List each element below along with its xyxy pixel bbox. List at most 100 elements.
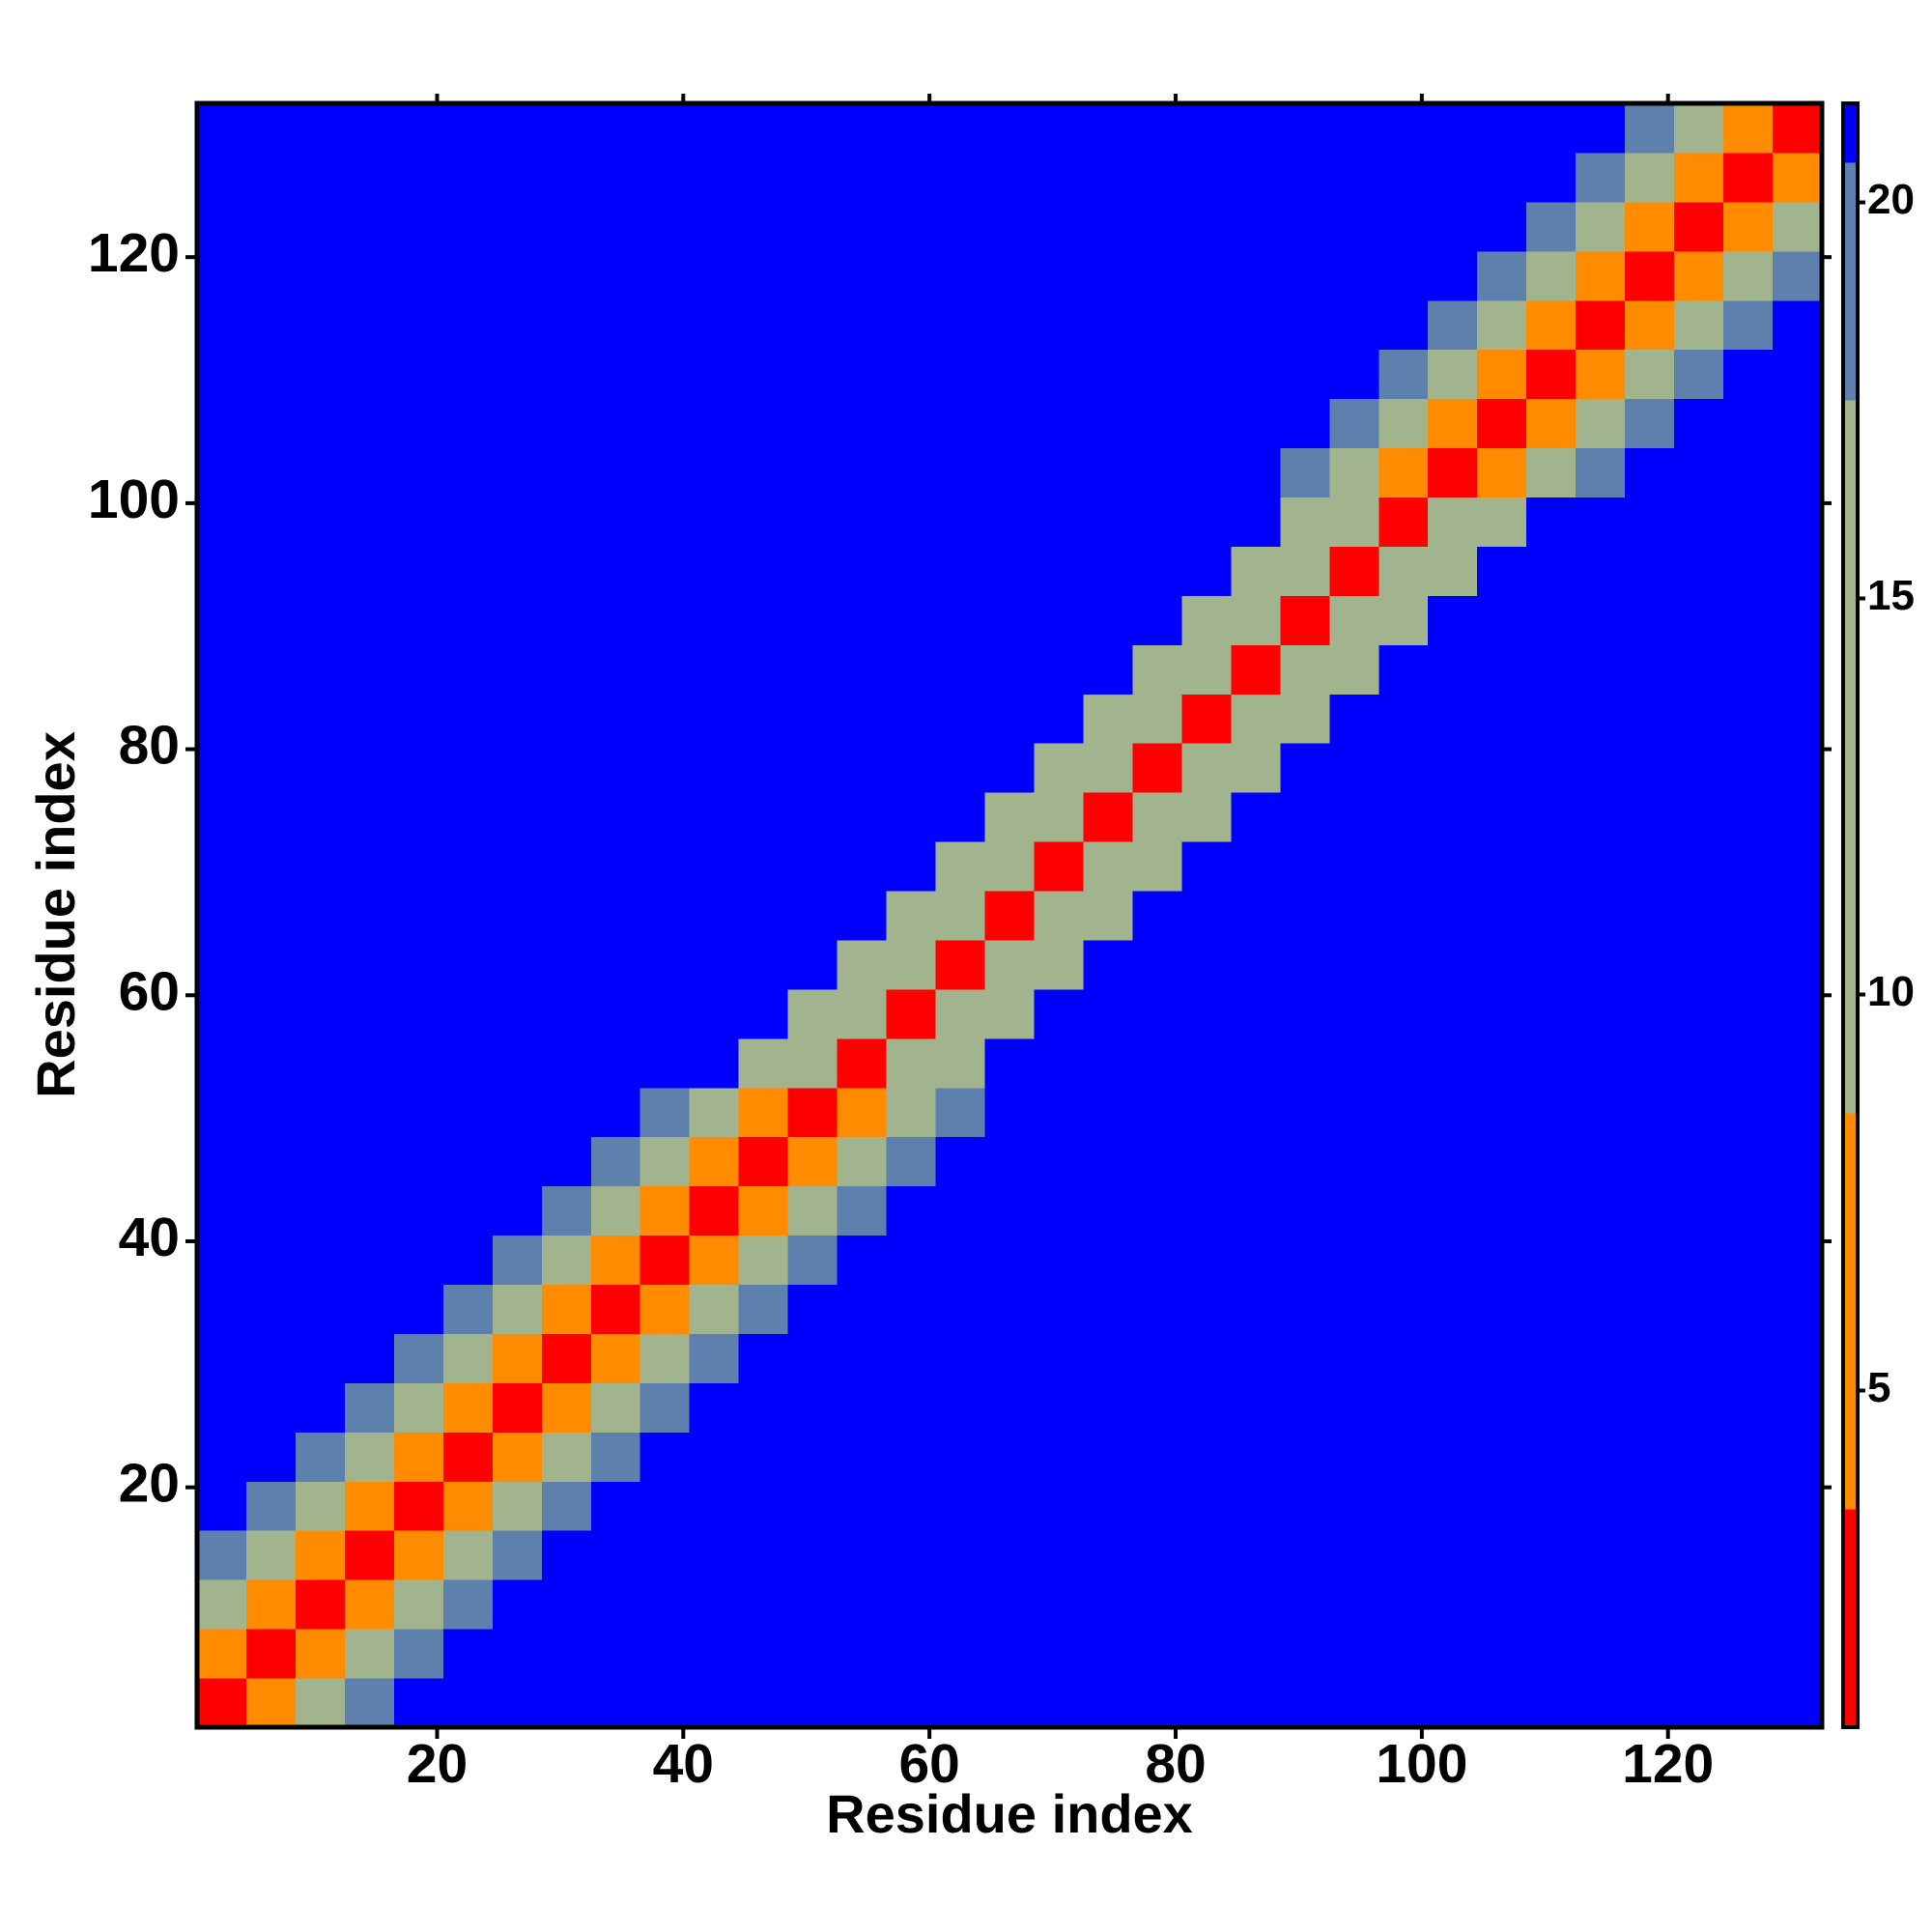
heatmap-cell <box>984 1185 1035 1236</box>
heatmap-cell <box>492 1579 543 1630</box>
heatmap-cell <box>738 939 789 990</box>
heatmap-cell <box>1625 841 1675 892</box>
heatmap-cell <box>886 152 937 203</box>
heatmap-cell <box>1526 1629 1577 1679</box>
heatmap-cell <box>984 103 1035 154</box>
heatmap-cell <box>787 1037 838 1089</box>
heatmap-cell <box>1723 447 1774 498</box>
heatmap-cell <box>1428 595 1478 645</box>
heatmap-cell <box>984 546 1035 596</box>
heatmap-cell <box>1378 1037 1429 1089</box>
heatmap-cell <box>393 103 444 154</box>
heatmap-cell <box>787 988 838 1039</box>
heatmap-cell <box>590 201 641 252</box>
heatmap-cell <box>886 939 937 990</box>
heatmap-cell <box>541 1481 592 1531</box>
heatmap-cell <box>886 743 937 793</box>
heatmap-cell <box>1526 595 1577 645</box>
heatmap-cell <box>492 1087 543 1138</box>
heatmap-cell <box>1181 694 1232 744</box>
heatmap-cell <box>984 841 1035 892</box>
heatmap-cell <box>1280 1481 1330 1531</box>
heatmap-cell <box>197 349 247 400</box>
heatmap-cell <box>1428 1432 1478 1482</box>
heatmap-cell <box>1674 1333 1724 1383</box>
heatmap-cell <box>492 1382 543 1433</box>
heatmap-cell <box>1477 595 1527 645</box>
heatmap-cell <box>1773 349 1823 400</box>
heatmap-cell <box>689 939 740 990</box>
heatmap-cell <box>1576 841 1626 892</box>
heatmap-cell <box>442 1530 494 1580</box>
heatmap-cell <box>492 1530 543 1580</box>
heatmap-cell <box>590 398 641 449</box>
heatmap-cell <box>1625 1185 1675 1236</box>
heatmap-cell <box>295 1235 346 1286</box>
heatmap-cell <box>1723 694 1774 744</box>
heatmap-cell <box>886 1037 937 1089</box>
heatmap-cell <box>442 349 494 400</box>
heatmap-cell <box>442 1037 494 1089</box>
heatmap-cell <box>935 1481 986 1531</box>
heatmap-cell <box>197 1432 247 1482</box>
heatmap-cell <box>639 447 691 498</box>
heatmap-cell <box>689 250 740 301</box>
heatmap-cell <box>590 1678 641 1728</box>
heatmap-cell <box>837 1678 888 1728</box>
heatmap-cell <box>1625 1579 1675 1630</box>
heatmap-cell <box>1674 1530 1724 1580</box>
heatmap-cell <box>1526 1284 1577 1334</box>
heatmap-cell <box>1576 1037 1626 1089</box>
heatmap-cell <box>295 1481 346 1531</box>
heatmap-cell <box>541 1629 592 1679</box>
heatmap-cell <box>1576 546 1626 596</box>
heatmap-cell <box>1378 1579 1429 1630</box>
heatmap-cell <box>1477 546 1527 596</box>
heatmap-cell <box>295 1382 346 1433</box>
heatmap-cell <box>492 694 543 744</box>
heatmap-cell <box>541 694 592 744</box>
heatmap-cell <box>245 1629 297 1679</box>
heatmap-cell <box>393 1333 444 1383</box>
heatmap-cell <box>1132 152 1182 203</box>
heatmap-cell <box>1329 939 1379 990</box>
heatmap-cell <box>1477 1629 1527 1679</box>
heatmap-cell <box>295 349 346 400</box>
heatmap-cell <box>1576 1432 1626 1482</box>
heatmap-cell <box>442 988 494 1039</box>
heatmap-cell <box>1428 1087 1478 1138</box>
heatmap-cell <box>344 1382 395 1433</box>
heatmap-cell <box>295 103 346 154</box>
heatmap-cell <box>1132 743 1182 793</box>
heatmap-cell <box>1576 1136 1626 1187</box>
heatmap-cell <box>1280 988 1330 1039</box>
heatmap-cell <box>245 1037 297 1089</box>
heatmap-cell <box>1773 1333 1823 1383</box>
heatmap-cell <box>935 250 986 301</box>
heatmap-cell <box>837 1382 888 1433</box>
heatmap-cell <box>1034 152 1084 203</box>
heatmap-cell <box>541 743 592 793</box>
heatmap-cell <box>590 1432 641 1482</box>
heatmap-cell <box>886 1087 937 1138</box>
heatmap-cell <box>295 546 346 596</box>
heatmap-cell <box>245 152 297 203</box>
heatmap-cell <box>689 1136 740 1187</box>
heatmap-cell <box>1132 497 1182 547</box>
heatmap-cell <box>886 1629 937 1679</box>
heatmap-cell <box>837 694 888 744</box>
heatmap-cell <box>295 891 346 941</box>
heatmap-cell <box>639 497 691 547</box>
heatmap-cell <box>886 841 937 892</box>
heatmap-cell <box>984 1136 1035 1187</box>
heatmap-cell <box>492 1333 543 1383</box>
heatmap-cell <box>245 1530 297 1580</box>
heatmap-cell <box>738 988 789 1039</box>
heatmap-cell <box>245 1235 297 1286</box>
heatmap-cell <box>1773 1481 1823 1531</box>
heatmap-cell <box>1378 939 1429 990</box>
heatmap-cell <box>1723 644 1774 695</box>
heatmap-cell <box>1674 988 1724 1039</box>
heatmap-cell <box>245 1432 297 1482</box>
heatmap-cell <box>1231 447 1281 498</box>
